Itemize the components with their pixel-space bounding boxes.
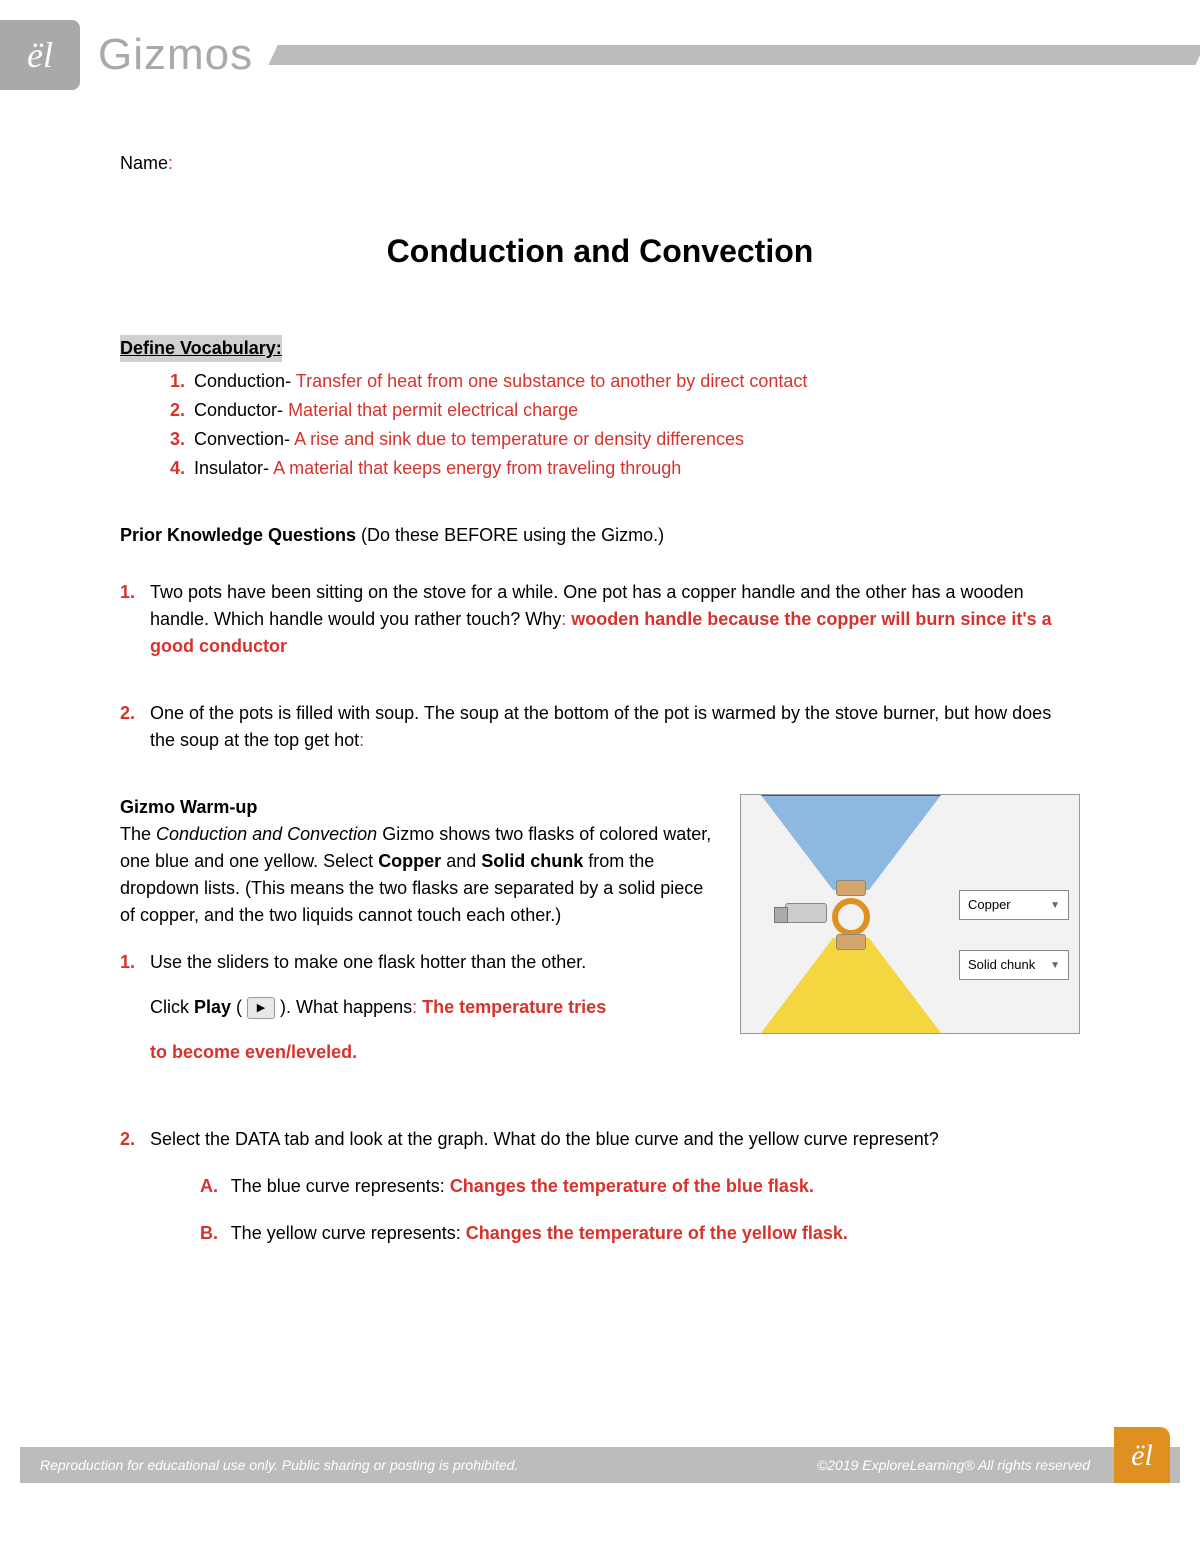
- question-body: Two pots have been sitting on the stove …: [150, 579, 1080, 660]
- form-dropdown[interactable]: Solid chunk ▼: [959, 950, 1069, 980]
- sub-letter: B.: [200, 1220, 226, 1247]
- logo-icon: ël: [0, 20, 80, 90]
- question-number: 2.: [120, 700, 150, 754]
- brand-name: Gizmos: [98, 22, 253, 88]
- play-label: Play: [194, 997, 231, 1017]
- play-icon[interactable]: ▶: [247, 997, 275, 1019]
- vocab-term: Conductor-: [194, 400, 283, 420]
- valve-icon: [785, 903, 827, 923]
- question-body: One of the pots is filled with soup. The…: [150, 700, 1080, 754]
- chevron-down-icon: ▼: [1050, 958, 1060, 973]
- vocab-term: Convection-: [194, 429, 290, 449]
- t: and: [441, 851, 481, 871]
- question-text: One of the pots is filled with soup. The…: [150, 703, 1051, 750]
- answer-text: Changes the temperature of the blue flas…: [450, 1176, 814, 1196]
- dropdown-value: Solid chunk: [968, 955, 1035, 975]
- vocab-num: 2.: [170, 397, 194, 424]
- vocab-num: 4.: [170, 455, 194, 482]
- warmup-q2: 2. Select the DATA tab and look at the g…: [120, 1126, 1080, 1247]
- name-field: Name:: [120, 150, 1080, 177]
- document-body: Name: Conduction and Convection Define V…: [0, 90, 1200, 1387]
- vocab-item: 1.Conduction- Transfer of heat from one …: [170, 368, 1080, 395]
- warmup-intro: The Conduction and Convection Gizmo show…: [120, 821, 720, 929]
- answer-text: Changes the temperature of the yellow fl…: [466, 1223, 848, 1243]
- footer: Reproduction for educational use only. P…: [20, 1447, 1180, 1483]
- warmup-heading: Gizmo Warm-up: [120, 797, 257, 817]
- t: The: [120, 824, 156, 844]
- vocab-def: Transfer of heat from one substance to a…: [296, 371, 808, 391]
- sub-letter: A.: [200, 1173, 226, 1200]
- answer-text: The temperature tries: [422, 997, 606, 1017]
- question-number: 2.: [120, 1126, 150, 1247]
- prior-knowledge-section: Prior Knowledge Questions (Do these BEFO…: [120, 522, 1080, 549]
- t: Click: [150, 997, 194, 1017]
- sub-answer-b: B. The yellow curve represents: Changes …: [200, 1220, 1080, 1247]
- header: ël Gizmos: [0, 20, 1200, 90]
- t: Conduction and Convection: [156, 824, 377, 844]
- vocab-term: Conduction-: [194, 371, 291, 391]
- vocab-item: 4.Insulator- A material that keeps energ…: [170, 455, 1080, 482]
- sub-text: The blue curve represents:: [231, 1176, 450, 1196]
- footer-logo-icon: ël: [1114, 1427, 1170, 1483]
- question-number: 1.: [120, 949, 150, 1066]
- connector-icon: [826, 880, 876, 950]
- vocab-def: Material that permit electrical charge: [288, 400, 578, 420]
- vocab-num: 3.: [170, 426, 194, 453]
- vocab-item: 2.Conductor- Material that permit electr…: [170, 397, 1080, 424]
- vocab-term: Insulator-: [194, 458, 269, 478]
- vocab-def: A material that keeps energy from travel…: [273, 458, 681, 478]
- question-text: Use the sliders to make one flask hotter…: [150, 949, 720, 976]
- vocab-heading: Define Vocabulary:: [120, 335, 282, 362]
- sub-answer-a: A. The blue curve represents: Changes th…: [200, 1173, 1080, 1200]
- name-colon: :: [168, 153, 173, 173]
- t: ). What happens: [275, 997, 412, 1017]
- name-label: Name: [120, 153, 168, 173]
- question-body: Select the DATA tab and look at the grap…: [150, 1126, 1080, 1247]
- vocab-def: A rise and sink due to temperature or de…: [294, 429, 744, 449]
- t: Solid chunk: [481, 851, 583, 871]
- t: (: [231, 997, 247, 1017]
- question-1: 1. Two pots have been sitting on the sto…: [120, 579, 1080, 660]
- question-body: Use the sliders to make one flask hotter…: [150, 949, 720, 1066]
- footer-left: Reproduction for educational use only. P…: [40, 1455, 518, 1476]
- warmup-q1: 1. Use the sliders to make one flask hot…: [120, 949, 720, 1066]
- vocab-item: 3.Convection- A rise and sink due to tem…: [170, 426, 1080, 453]
- prior-heading-rest: (Do these BEFORE using the Gizmo.): [356, 525, 664, 545]
- vocab-num: 1.: [170, 368, 194, 395]
- chevron-down-icon: ▼: [1050, 898, 1060, 913]
- yellow-flask-icon: [761, 938, 941, 1033]
- sub-text: The yellow curve represents:: [231, 1223, 466, 1243]
- t: Copper: [378, 851, 441, 871]
- answer-text: to become even/leveled.: [150, 1042, 357, 1062]
- gizmo-diagram: Copper ▼ Solid chunk ▼: [740, 794, 1080, 1034]
- warmup-text-column: Gizmo Warm-up The Conduction and Convect…: [120, 794, 720, 1076]
- prior-heading: Prior Knowledge Questions: [120, 525, 356, 545]
- vocab-list: 1.Conduction- Transfer of heat from one …: [170, 368, 1080, 482]
- page-title: Conduction and Convection: [120, 227, 1080, 275]
- footer-right: ©2019 ExploreLearning® All rights reserv…: [817, 1455, 1090, 1476]
- question-number: 1.: [120, 579, 150, 660]
- vocab-section: Define Vocabulary: 1.Conduction- Transfe…: [120, 335, 1080, 482]
- warmup-section: Gizmo Warm-up The Conduction and Convect…: [120, 794, 1080, 1247]
- blue-flask-icon: [761, 795, 941, 890]
- dropdown-value: Copper: [968, 895, 1011, 915]
- header-stripe: [268, 45, 1200, 65]
- material-dropdown[interactable]: Copper ▼: [959, 890, 1069, 920]
- question-2: 2. One of the pots is filled with soup. …: [120, 700, 1080, 754]
- question-text: Select the DATA tab and look at the grap…: [150, 1126, 1080, 1153]
